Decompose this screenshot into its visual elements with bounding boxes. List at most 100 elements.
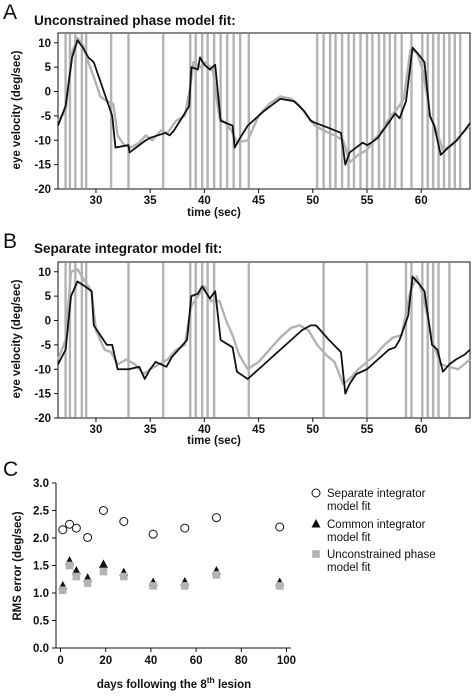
panel-a: A Unconstrained phase model fit: 30 35 40 4… <box>3 1 471 219</box>
data-point-open-circle <box>180 523 190 533</box>
x-tick-label: 40 <box>145 655 158 667</box>
legend-label: Common integrator <box>327 519 426 531</box>
data-point-open-circle <box>275 522 285 532</box>
y-tick-label: 2.5 <box>33 506 50 518</box>
x-tick-label: 40 <box>198 424 211 436</box>
x-tick-label: 45 <box>252 195 265 207</box>
data-point-filled-triangle <box>98 559 108 568</box>
plot-frame-b <box>57 261 471 419</box>
legend-label: model fit <box>327 501 371 513</box>
y-tick-label: 1.0 <box>33 588 49 600</box>
legend-label: model fit <box>327 532 371 544</box>
x-tick-label: 35 <box>144 195 157 207</box>
data-point-open-circle <box>65 519 75 529</box>
x-axis-label-a: time (sec) <box>187 207 241 219</box>
panel-letter-c: C <box>3 458 18 481</box>
panel-letter-a: A <box>3 1 17 24</box>
data-point-gray-square <box>65 561 74 570</box>
x-axis-label-c-tail: lesion <box>215 679 251 691</box>
x-tick-label: 0 <box>57 655 63 667</box>
panel-letter-b: B <box>3 230 17 253</box>
legend-marker-open-circle <box>311 488 321 498</box>
data-point-gray-square <box>275 582 284 590</box>
axis-ticks-c: 0 20 40 60 80 100 0.0 0.5 1.0 1.5 2.0 2.5 3.0 <box>33 478 296 667</box>
legend-label: Separate integrator <box>327 488 426 500</box>
x-tick-label: 60 <box>415 195 428 207</box>
y-tick-label: 0 <box>45 316 51 328</box>
y-tick-label: -10 <box>34 135 51 147</box>
x-axis-label-c-sup: th <box>207 675 215 685</box>
x-tick-label: 100 <box>277 655 296 667</box>
panel-title-b: Separate integrator model fit: <box>34 241 222 256</box>
x-axis-label-c: days following the 8th lesion <box>97 675 251 691</box>
x-tick-label: 20 <box>99 655 112 667</box>
x-tick-label: 35 <box>144 424 157 436</box>
y-tick-label: 0.0 <box>33 643 49 655</box>
y-tick-label: -5 <box>41 340 52 352</box>
y-tick-label: -20 <box>34 413 51 425</box>
data-spikes-a <box>64 34 462 188</box>
data-point-open-circle <box>58 525 68 535</box>
x-axis-label-c-main: days following the 8 <box>97 679 208 691</box>
x-tick-label: 50 <box>306 424 319 436</box>
data-trace-line <box>57 36 471 164</box>
plot-frame-a <box>57 32 471 190</box>
y-tick-label: 2.0 <box>33 533 49 545</box>
y-axis-label-b: eye velocity (deg/sec) <box>11 279 23 398</box>
y-tick-label: 10 <box>38 38 51 50</box>
y-axis-label-a: eye velocity (deg/sec) <box>11 50 23 169</box>
data-point-gray-square <box>119 572 128 581</box>
y-tick-label: 5 <box>45 62 52 74</box>
x-axis-label-b: time (sec) <box>187 435 241 447</box>
x-tick-label: 30 <box>90 424 103 436</box>
x-tick-label: 40 <box>198 195 211 207</box>
panel-title-a: Unconstrained phase model fit: <box>34 13 236 28</box>
data-point-open-circle <box>119 517 129 526</box>
y-axis-label-c: RMS error (deg/sec) <box>12 511 24 620</box>
x-tick-label: 55 <box>361 195 374 207</box>
data-point-gray-square <box>212 571 221 579</box>
x-tick-label: 60 <box>415 424 428 436</box>
y-tick-label: -10 <box>34 364 51 376</box>
x-tick-label: 60 <box>190 655 203 667</box>
model-fit-line <box>57 275 471 395</box>
y-tick-label: 0.5 <box>33 616 50 628</box>
data-point-open-circle <box>98 506 108 515</box>
y-tick-label: 5 <box>45 291 52 303</box>
data-point-open-circle <box>83 532 93 542</box>
x-tick-label: 55 <box>361 424 374 436</box>
data-point-gray-square <box>180 582 189 590</box>
panel-b: B Separate integrator model fit: 30 35 40 4… <box>3 230 471 447</box>
x-tick-label: 45 <box>252 424 265 436</box>
x-tick-label: 80 <box>235 655 248 667</box>
y-tick-label: -5 <box>41 111 52 123</box>
legend-marker-filled-triangle <box>311 519 321 528</box>
y-tick-label: -20 <box>34 184 51 196</box>
legend-label: model fit <box>327 562 371 574</box>
series-b <box>56 268 471 395</box>
x-tick-label: 50 <box>306 195 319 207</box>
legend-label: Unconstrained phase <box>327 549 436 561</box>
data-point-gray-square <box>72 572 81 581</box>
data-trace-line <box>56 268 471 386</box>
legend-marker-gray-square <box>312 550 320 558</box>
y-tick-label: 0 <box>45 87 51 99</box>
data-point-gray-square <box>83 579 92 587</box>
y-tick-label: -15 <box>34 389 51 401</box>
data-point-open-circle <box>71 523 81 533</box>
data-point-open-circle <box>211 513 221 523</box>
panel-c: C 0 20 40 60 80 100 0.0 0.5 1.0 1.5 2.0 2.5 3.0 Sepa… <box>3 458 436 691</box>
scatter-points-c <box>58 506 285 595</box>
data-point-filled-triangle <box>71 566 81 575</box>
x-tick-label: 30 <box>90 195 103 207</box>
data-point-gray-square <box>149 582 157 590</box>
y-tick-label: 3.0 <box>33 478 49 490</box>
data-point-open-circle <box>148 529 158 539</box>
data-point-gray-square <box>58 586 67 595</box>
y-tick-label: -15 <box>34 160 51 172</box>
model-fit-line <box>57 39 471 166</box>
